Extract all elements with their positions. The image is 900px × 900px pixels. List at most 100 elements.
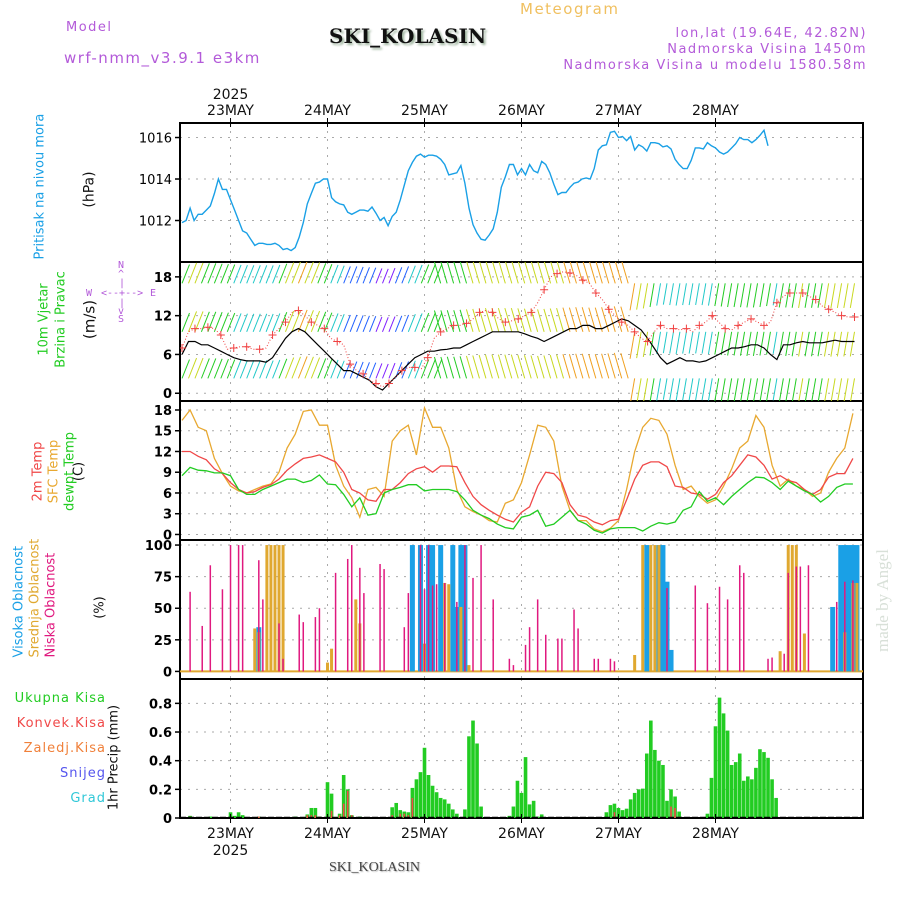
- wind-arrow: [817, 331, 823, 357]
- wind-arrow: [791, 283, 797, 308]
- precip-total-bar: [766, 757, 770, 818]
- wind-gust-marker: [669, 324, 678, 333]
- cloud-low-bar: [363, 593, 365, 672]
- wind-arrow: [259, 313, 268, 333]
- wind-arrow: [746, 283, 752, 308]
- wind-arrow: [785, 331, 791, 357]
- cloud-low-bar: [544, 634, 547, 672]
- wind-arrow: [459, 356, 468, 379]
- wind-arrow: [607, 353, 616, 379]
- wind-arrow: [472, 355, 480, 379]
- wind-arrow: [492, 262, 500, 284]
- xtick-label-top: 27MAY: [595, 103, 642, 119]
- cloud-low-bar: [609, 658, 612, 672]
- precip-total-bar: [673, 796, 677, 818]
- wind-arrow: [259, 265, 268, 284]
- precip-total-bar: [446, 803, 451, 818]
- wind-arrow: [733, 378, 739, 401]
- wind-arrow: [569, 262, 577, 284]
- footer-station-title: SKI_KOLASIN: [329, 860, 420, 875]
- xtick-label-top: 28MAY: [692, 103, 739, 119]
- wind-arrow: [530, 355, 539, 379]
- precip-total-bar: [737, 753, 742, 818]
- wind-arrow: [837, 378, 843, 401]
- precip-total-bar: [774, 797, 778, 818]
- precip-total-bar: [475, 743, 479, 818]
- panel-clouds: 0 25 50 75 100: [145, 539, 864, 680]
- wind-arrow: [252, 360, 261, 379]
- wind-arrow: [336, 360, 345, 379]
- wind-arrow: [207, 358, 217, 379]
- cloud-low-bar: [573, 609, 575, 672]
- xtick-label-top: 26MAY: [498, 103, 545, 119]
- wind-arrow: [772, 378, 778, 401]
- wind-gust-marker: [540, 285, 549, 294]
- wind-arrow: [246, 360, 255, 379]
- wind-arrow: [843, 378, 849, 401]
- wind-arrow: [608, 262, 616, 284]
- precip-total-bar: [725, 730, 730, 818]
- wind-gust-marker: [695, 321, 704, 330]
- wind-arrow: [823, 283, 830, 309]
- wind-gust-marker: [772, 298, 781, 307]
- wind-arrow: [537, 262, 545, 284]
- wind-arrow: [310, 262, 321, 284]
- panel-frame: [179, 122, 864, 263]
- wind-arrow: [720, 283, 726, 307]
- wind-arrow: [766, 378, 771, 401]
- wind-arrow: [291, 310, 301, 333]
- wind-gust-marker: [824, 305, 833, 314]
- wind-arrow: [388, 267, 396, 284]
- precip-total-bar: [341, 775, 346, 818]
- wind-arrow: [649, 378, 655, 401]
- precip-conv-bar: [310, 815, 313, 818]
- cloud-low-bar: [407, 593, 410, 672]
- wind-arrow: [720, 378, 726, 401]
- wind-arrow: [811, 283, 817, 308]
- wind-arrow: [695, 331, 700, 354]
- wind-arrow: [497, 354, 506, 379]
- wind-arrow: [336, 265, 345, 284]
- cloud-low-bar: [844, 581, 846, 672]
- cloud-low-bar: [201, 625, 203, 672]
- ytick-label: 6: [163, 487, 172, 502]
- wind-arrow: [662, 283, 668, 305]
- wind-arrow: [239, 313, 248, 333]
- wind-arrow: [727, 331, 733, 356]
- cloud-low-bar: [464, 545, 466, 672]
- wind-arrow: [220, 312, 229, 333]
- wind-arrow: [265, 265, 274, 284]
- cloud-high-bar: [660, 545, 666, 672]
- wind-arrow: [798, 331, 804, 357]
- wind-arrow: [343, 266, 351, 284]
- wind-arrow: [595, 262, 603, 284]
- cloud-low-bar: [298, 614, 300, 672]
- cloud-mid-bar: [253, 628, 257, 672]
- wind-arrow: [707, 378, 713, 401]
- wind-arrow: [427, 312, 436, 333]
- cloud-series: [180, 545, 863, 673]
- cloud-low-bar: [423, 589, 426, 672]
- xtick-label-bottom: 24MAY: [304, 826, 351, 842]
- wind-arrow: [817, 283, 823, 308]
- precip-conv-bar: [403, 813, 406, 818]
- wind-gust-marker: [372, 379, 381, 388]
- wind-arrow: [759, 283, 765, 308]
- panel-temperature: 0 3 6 9 12 15 18: [154, 400, 864, 543]
- model-label: Model: [66, 20, 113, 35]
- wind-arrow: [636, 378, 642, 401]
- wind-arrow: [714, 378, 720, 401]
- wind-arrow: [330, 313, 339, 333]
- precip-total-bar: [232, 815, 237, 818]
- precip-total-bar: [515, 780, 520, 818]
- wind-arrow: [695, 378, 700, 401]
- wind-arrow: [246, 313, 255, 333]
- wind-arrow: [420, 264, 430, 284]
- wind-arrow: [414, 264, 423, 284]
- wind-arrow: [740, 283, 746, 308]
- ytick-label: 1014: [139, 173, 172, 188]
- wind-arrow: [297, 262, 308, 284]
- wind-gust-marker: [850, 312, 859, 321]
- wind-arrow: [594, 307, 603, 332]
- wind-arrow: [740, 378, 746, 401]
